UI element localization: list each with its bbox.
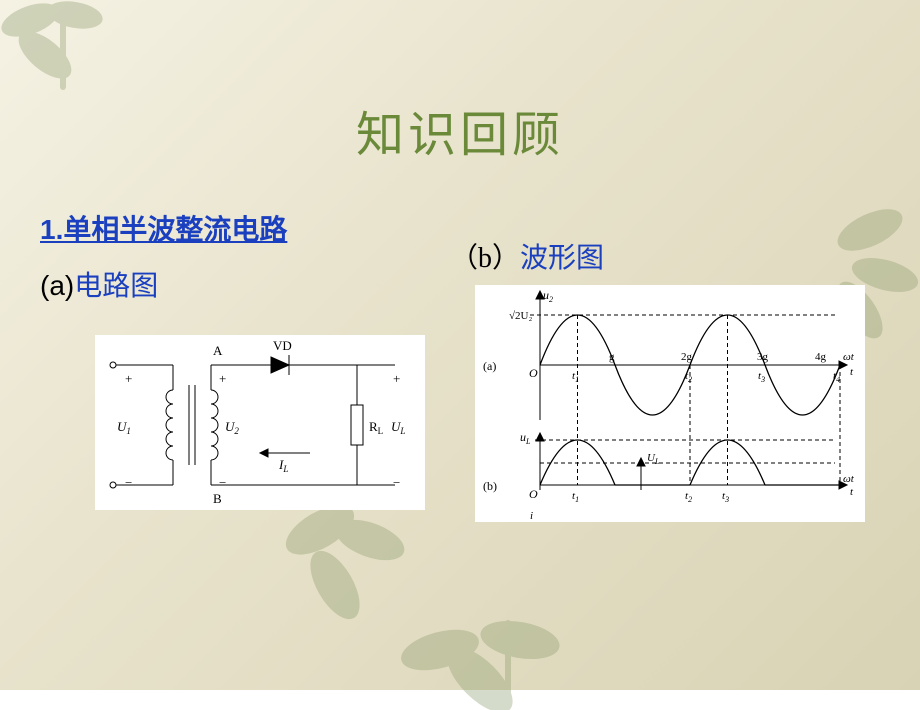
label-g: g <box>609 351 615 363</box>
circuit-diagram: A B VD + − + − + − U1 U2 UL IL RL <box>95 335 425 510</box>
label-i: i <box>530 510 533 522</box>
label-t3-top: t3 <box>758 370 765 384</box>
label-2g: 2g <box>681 351 693 363</box>
label-4g: 4g <box>815 351 827 363</box>
sub-b-label: （b） <box>450 243 520 274</box>
minus-1: − <box>125 475 132 490</box>
label-t4-top: t4 <box>833 370 840 384</box>
label-wt-top: ωt <box>843 351 855 363</box>
waveform-diagram: (a) (b) u2 √2U₂ O g 2g 3g 4g ωt t t1 t2 … <box>475 285 865 522</box>
label-VD: VD <box>273 338 292 353</box>
label-RL: RL <box>369 419 383 436</box>
label-t-top: t <box>850 366 854 378</box>
wave-label-b: (b) <box>483 479 497 493</box>
minus-2: − <box>219 475 226 490</box>
label-B: B <box>213 491 222 506</box>
label-uL: uL <box>520 430 531 446</box>
O-top: O <box>529 366 538 380</box>
label-t1-top: t1 <box>572 370 579 384</box>
label-UL-arrow: UL <box>647 452 660 466</box>
label-t2-top: t2 <box>685 370 692 384</box>
label-A: A <box>213 343 223 358</box>
sub-b-text: 波形图 <box>520 243 604 274</box>
subheading-a: (a)电路图 <box>40 264 158 304</box>
sub-a-text: 电路图 <box>74 271 158 302</box>
O-bot: O <box>529 487 538 501</box>
label-3g: 3g <box>757 351 769 363</box>
label-U2: U2 <box>225 419 239 436</box>
heading-1-text: 1.单相半波整流电路 <box>40 214 287 245</box>
label-t-bot: t <box>850 486 854 498</box>
plus-2: + <box>219 371 226 386</box>
label-IL: IL <box>278 457 288 474</box>
label-sqrt2U2: √2U₂ <box>509 310 532 322</box>
label-U1: U1 <box>117 419 131 436</box>
sub-a-label: (a) <box>40 270 74 301</box>
wave-label-a: (a) <box>483 359 496 373</box>
plus-3: + <box>393 371 400 386</box>
heading-1: 1.单相半波整流电路 <box>40 208 287 248</box>
label-t2-bot: t2 <box>685 490 692 504</box>
minus-3: − <box>393 475 400 490</box>
label-t1-bot: t1 <box>572 490 579 504</box>
label-UL: UL <box>391 419 405 436</box>
label-u2: u2 <box>543 288 553 304</box>
subheading-b: （b）波形图 <box>450 236 604 276</box>
label-t3-bot: t3 <box>722 490 729 504</box>
plus-1: + <box>125 371 132 386</box>
slide-content: 知识回顾 1.单相半波整流电路 (a)电路图 （b）波形图 <box>0 0 920 690</box>
title-text: 知识回顾 <box>356 109 564 162</box>
page-title: 知识回顾 <box>0 95 920 165</box>
label-wt-bot: ωt <box>843 473 855 485</box>
